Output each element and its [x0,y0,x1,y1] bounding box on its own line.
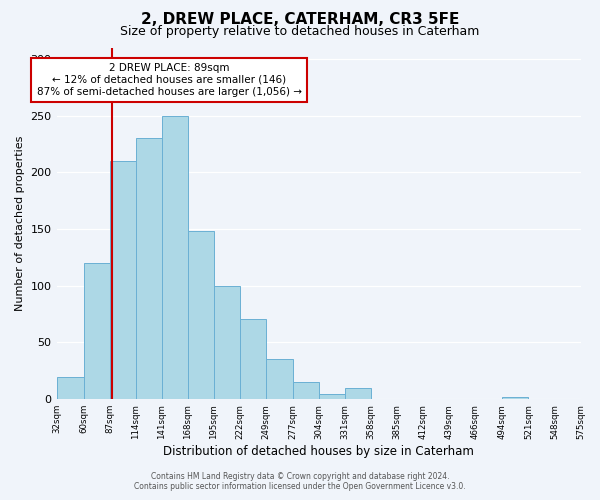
Bar [502,397,529,399]
Text: Contains HM Land Registry data © Crown copyright and database right 2024.
Contai: Contains HM Land Registry data © Crown c… [134,472,466,491]
Bar [319,394,345,399]
Bar [110,161,136,399]
Y-axis label: Number of detached properties: Number of detached properties [15,136,25,311]
Text: 2, DREW PLACE, CATERHAM, CR3 5FE: 2, DREW PLACE, CATERHAM, CR3 5FE [141,12,459,28]
Text: 2 DREW PLACE: 89sqm
← 12% of detached houses are smaller (146)
87% of semi-detac: 2 DREW PLACE: 89sqm ← 12% of detached ho… [37,64,302,96]
Bar [345,388,371,399]
Text: Size of property relative to detached houses in Caterham: Size of property relative to detached ho… [121,25,479,38]
Bar [266,360,293,399]
Bar [240,318,266,399]
Bar [293,382,319,399]
Bar [162,116,188,399]
X-axis label: Distribution of detached houses by size in Caterham: Distribution of detached houses by size … [163,444,474,458]
Bar [188,232,214,399]
Bar [214,286,240,399]
Bar [83,263,110,399]
Bar [136,138,162,399]
Bar [56,376,83,399]
